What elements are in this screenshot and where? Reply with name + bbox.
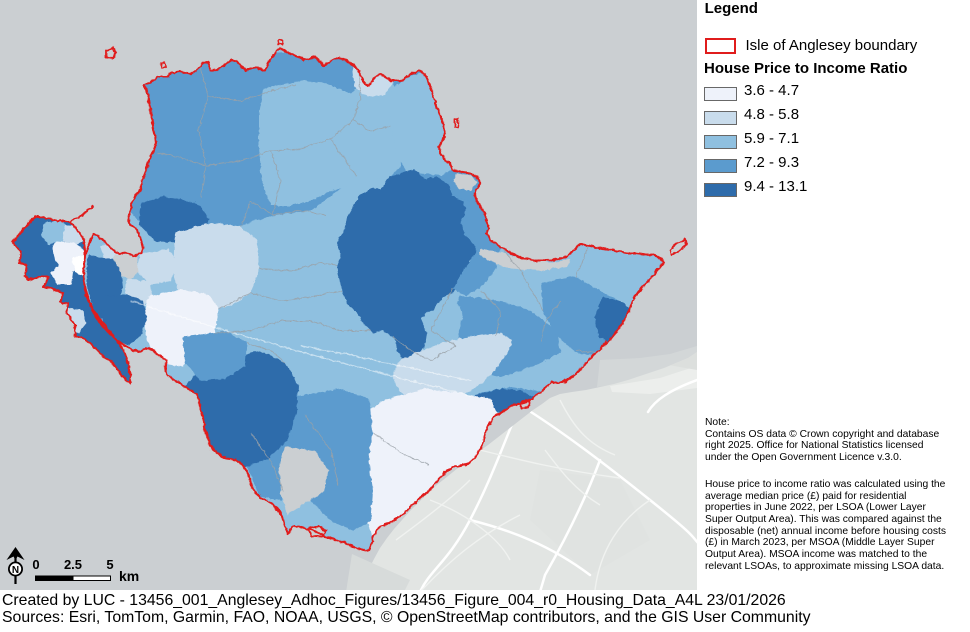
svg-text:N: N: [12, 565, 19, 576]
svg-text:km: km: [119, 568, 139, 584]
svg-text:2.5: 2.5: [64, 557, 82, 572]
svg-text:0: 0: [32, 557, 39, 572]
svg-text:5: 5: [106, 557, 113, 572]
